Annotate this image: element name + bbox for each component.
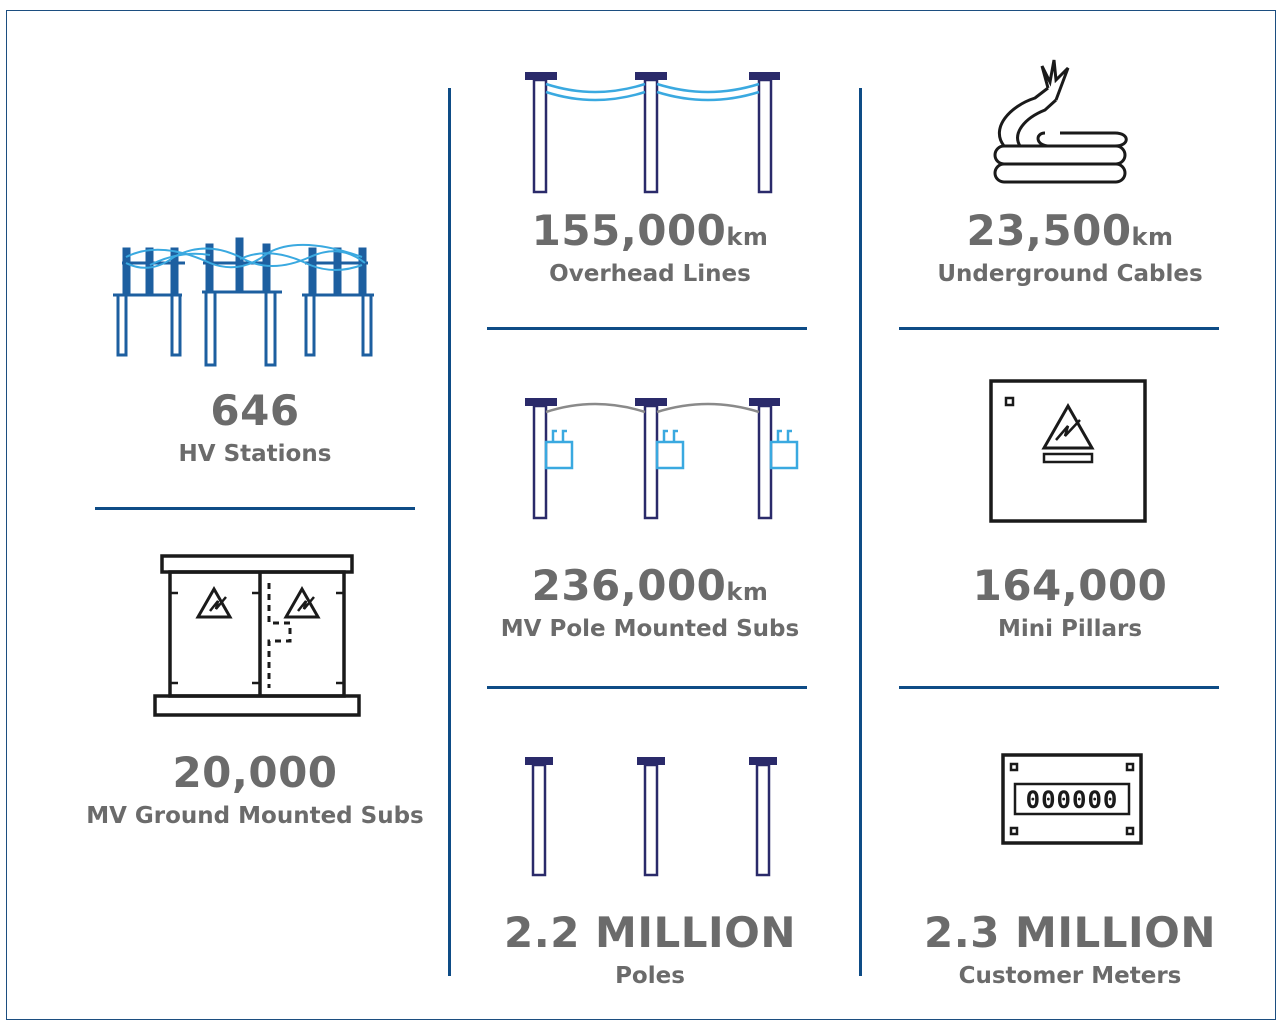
stat-label: MV Ground Mounted Subs — [86, 803, 424, 829]
stat-mini-pillars: 164,000 Mini Pillars — [880, 563, 1260, 643]
stat-value: 2.2 MILLION — [504, 908, 796, 957]
stat-mv-ground: 20,000 MV Ground Mounted Subs — [60, 750, 450, 830]
stat-value: 2.3 MILLION — [924, 908, 1216, 957]
mini-pillar-icon — [989, 379, 1147, 523]
ground-substation-icon — [153, 554, 361, 717]
stat-label: Overhead Lines — [549, 261, 751, 287]
row-divider-middle-1 — [487, 327, 807, 330]
stat-label: Poles — [615, 963, 685, 989]
pole-mounted-sub-icon — [525, 398, 799, 520]
row-divider-right-2 — [899, 686, 1219, 689]
meter-icon: 000000 — [1001, 753, 1143, 845]
row-divider-left — [95, 507, 415, 510]
meter-display-digits: 000000 — [1026, 786, 1119, 814]
poles-icon — [525, 757, 777, 877]
infographic-frame — [6, 10, 1276, 1020]
stat-label: MV Pole Mounted Subs — [500, 616, 800, 642]
stat-value: 646 — [210, 386, 300, 435]
column-divider-left — [448, 88, 451, 976]
stat-value: 164,000 — [972, 561, 1168, 610]
column-divider-right — [859, 88, 862, 976]
stat-label: HV Stations — [178, 441, 332, 467]
stat-label: Underground Cables — [937, 261, 1203, 287]
stat-mv-pole: 236,000km MV Pole Mounted Subs — [470, 563, 830, 643]
stat-label: Mini Pillars — [997, 616, 1143, 642]
cable-icon — [993, 59, 1128, 184]
stat-value: 20,000 — [172, 748, 338, 797]
overhead-lines-icon — [525, 72, 780, 194]
stat-value: 236,000km — [531, 561, 769, 610]
stat-underground-cables: 23,500km Underground Cables — [880, 208, 1260, 288]
stat-customer-meters: 2.3 MILLION Customer Meters — [880, 910, 1260, 990]
stat-hv-stations: 646 HV Stations — [80, 388, 430, 468]
stat-overhead-lines: 155,000km Overhead Lines — [470, 208, 830, 288]
stat-value: 155,000km — [531, 206, 769, 255]
hv-station-icon — [113, 237, 374, 367]
stat-label: Customer Meters — [958, 963, 1182, 989]
stat-value: 23,500km — [966, 206, 1174, 255]
stat-poles: 2.2 MILLION Poles — [470, 910, 830, 990]
row-divider-middle-2 — [487, 686, 807, 689]
row-divider-right-1 — [899, 327, 1219, 330]
